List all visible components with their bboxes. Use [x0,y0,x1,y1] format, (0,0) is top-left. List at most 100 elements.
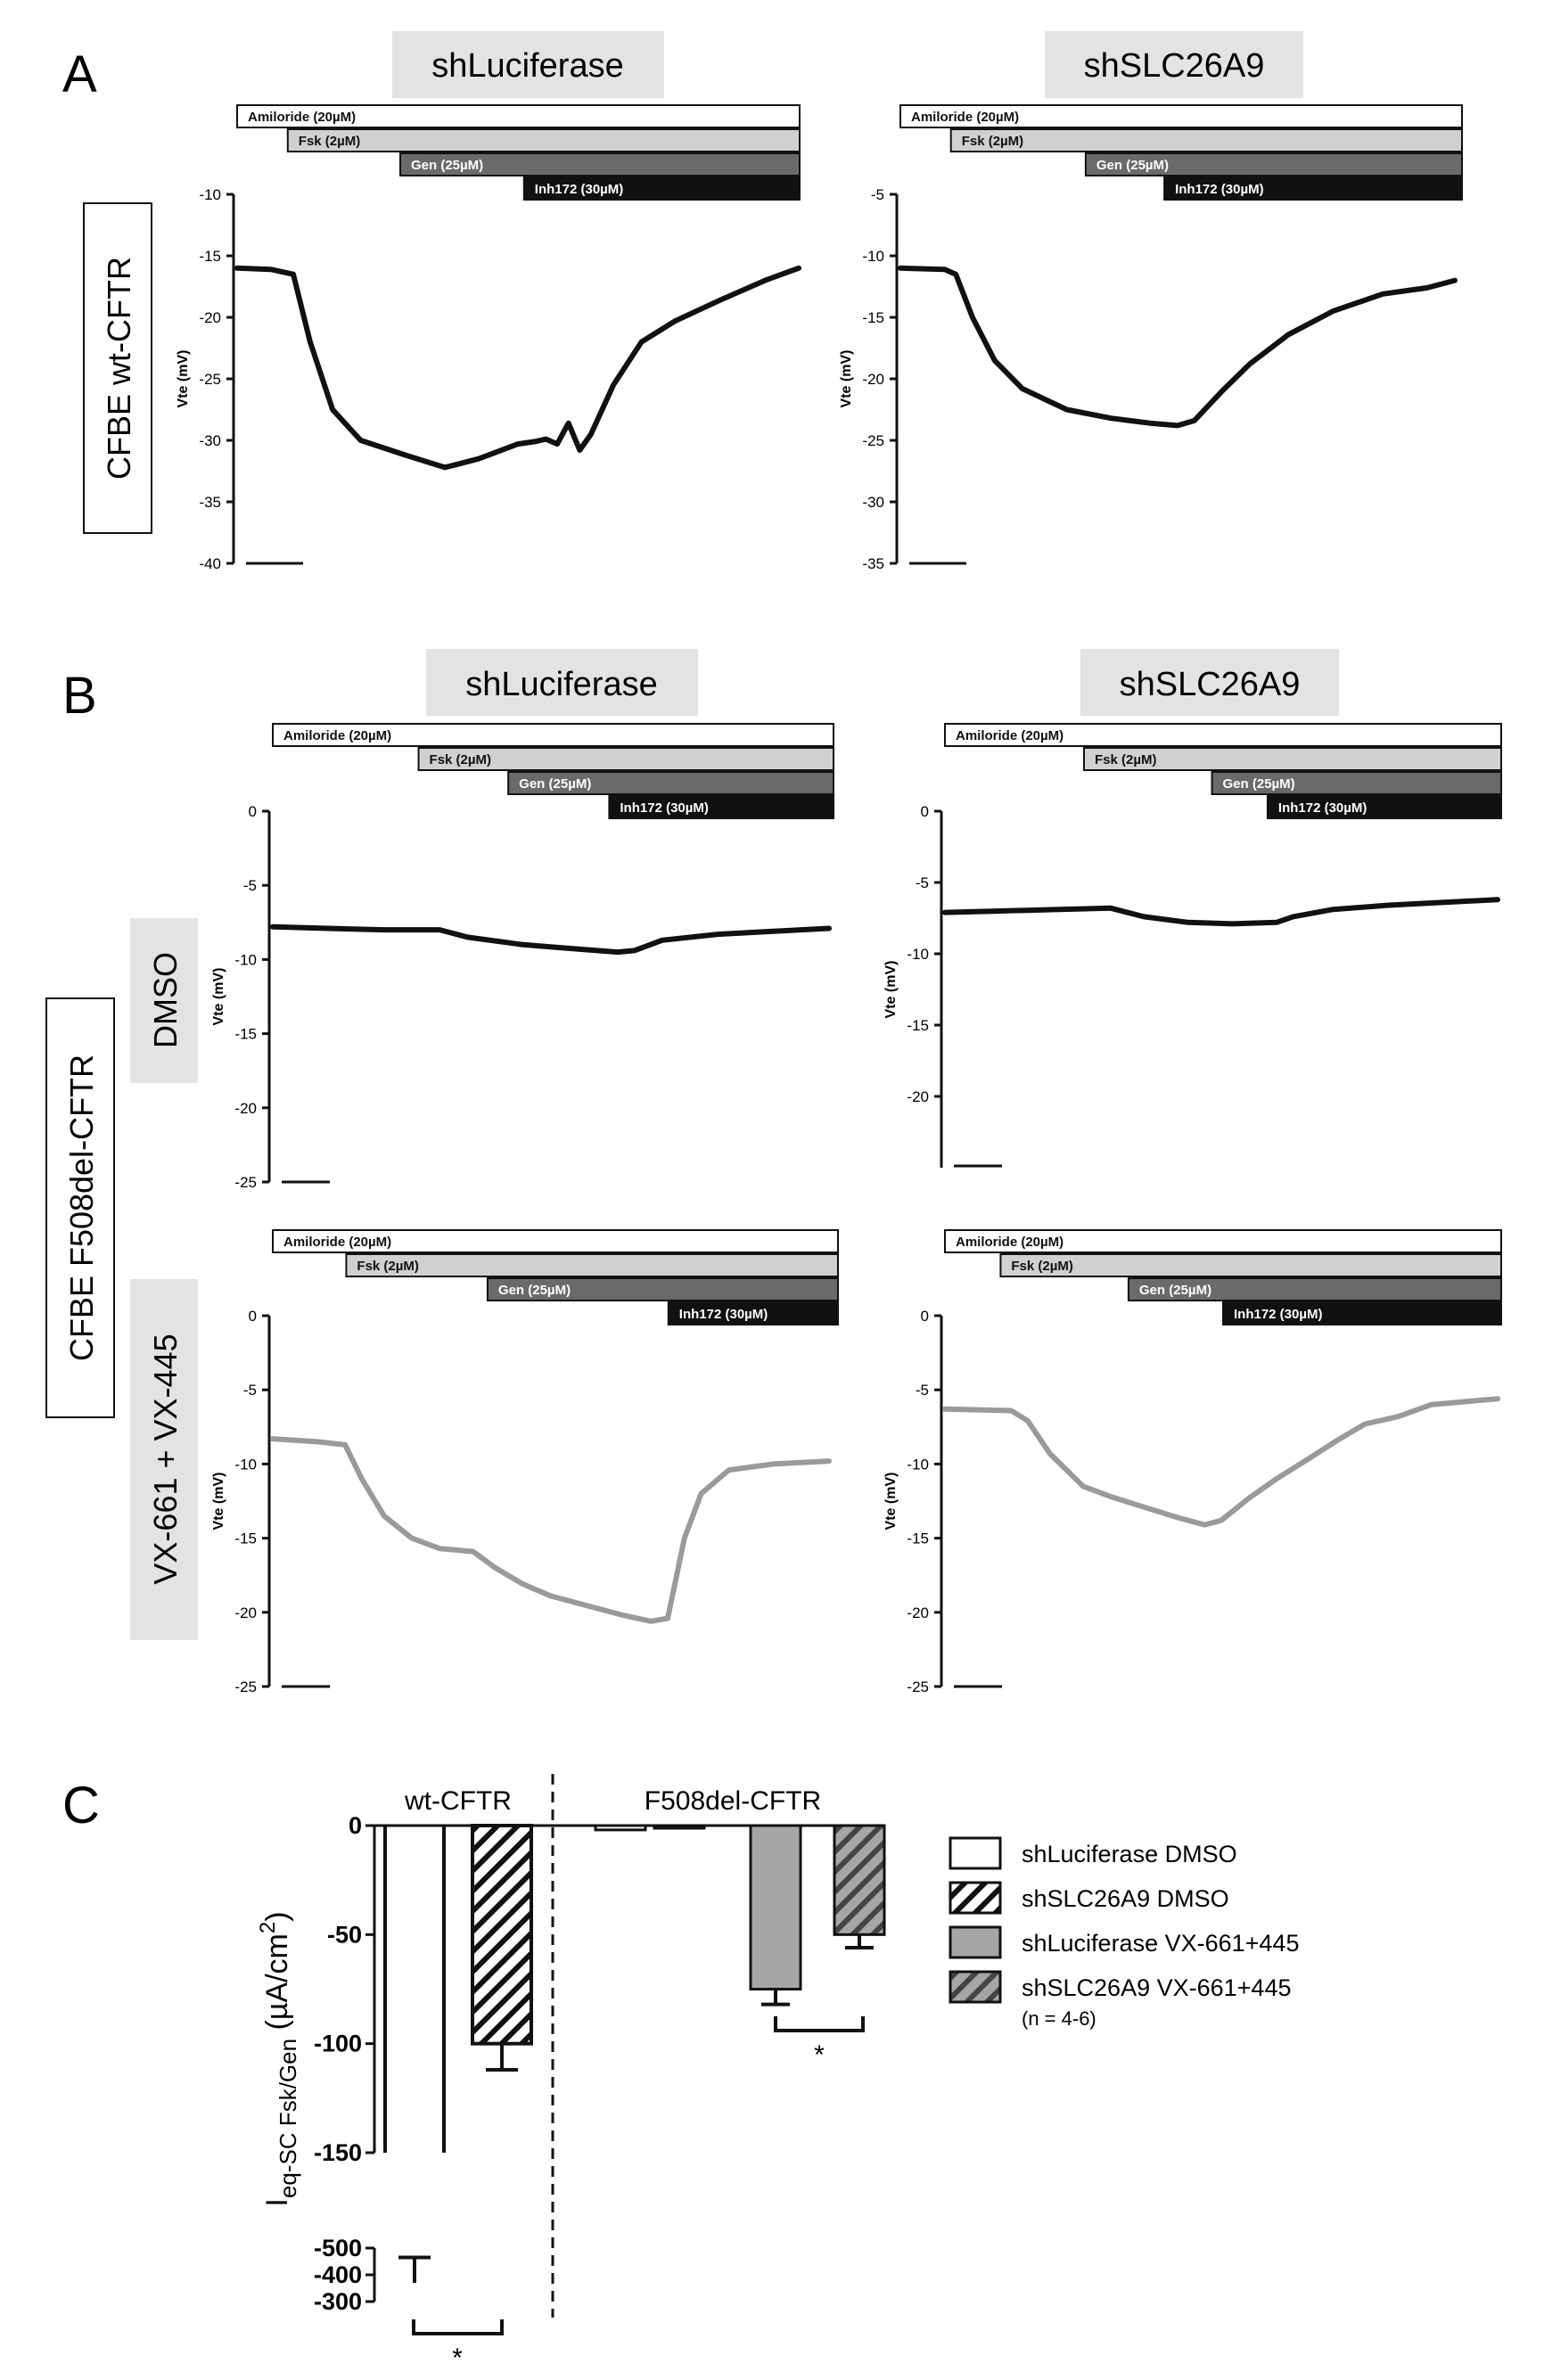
y-tick-label: -30 [199,432,221,449]
y-tick-label: -10 [234,1456,257,1473]
bar-f508del-0 [594,1824,647,1832]
vte-trace [270,923,832,956]
drug-bar-label: Inh172 (30µM) [620,800,709,816]
drug-bar-label: Amiloride (20µM) [911,110,1019,125]
y-tick-label: -300 [314,2288,362,2315]
y-tick-label: -25 [862,432,884,449]
y-tick-label: -10 [199,186,221,203]
drug-bar [1163,176,1463,201]
legend: shLuciferase DMSO shSLC26A9 DMSO shLucifer… [949,1836,1299,2030]
drug-bar-label: Fsk (2µM) [430,752,492,767]
y-tick-label: -15 [234,1531,257,1547]
y-axis-label: Vte (mV) [839,350,854,408]
y-tick-label: -15 [234,1026,257,1043]
y-tick-label: -10 [234,951,257,968]
drug-bar-label: Amiloride (20µM) [283,1235,391,1250]
y-tick-label: -10 [907,946,929,963]
drug-bar-label: Gen (25µM) [498,1283,571,1298]
row-label-vx: VX-661 + VX-445 [147,1334,184,1584]
group-label-wt: wt-CFTR [404,1786,512,1816]
row-label-b: CFBE F508del-CFTR [63,1055,100,1361]
drug-bar [272,723,834,747]
legend-swatch [949,1836,1002,1870]
drug-bar [944,1229,1502,1253]
y-axis-label: Ieq-SC Fsk/Gen (µA/cm2) [256,1911,301,2206]
bar-chart-c: 0 -50 -100 -150 -300-400-500 Ieq-SC Fsk/Gen (… [256,1774,1299,2373]
y-axis-label: Vte (mV) [883,961,899,1019]
header-b-left-bg [426,649,698,716]
drug-bar [1266,795,1503,819]
y-tick-label: 0 [249,803,257,820]
drug-bar-label: Gen (25µM) [1096,158,1169,173]
header-a-right-bg [1045,31,1303,98]
drug-bar [899,104,1463,128]
bar-f508del-1 [653,1824,706,1830]
trace-chart-b2: Amiloride (20µM) Fsk (2µM) Gen (25µM) Inh17… [883,723,1503,1168]
drug-bar [1222,1301,1502,1325]
y-tick-label: -400 [314,2261,362,2288]
legend-label: shSLC26A9 DMSO [1022,1885,1229,1912]
vte-trace [234,265,801,471]
y-axis-label: Vte (mV) [211,1473,226,1531]
y-tick-label: -5 [243,877,257,894]
header-b-right: shSLC26A9 [1120,666,1301,703]
drug-bar [608,795,835,819]
significance-bracket [412,2319,504,2335]
y-tick-label: -25 [907,1678,929,1695]
header-a-left: shLuciferase [431,47,623,85]
y-label-sub: eq-SC Fsk/Gen [275,2039,301,2198]
y-tick-label: -10 [862,248,884,265]
legend-swatch [949,1881,1002,1915]
trace-chart-a2: Amiloride (20µM) Fsk (2µM) Gen (25µM) Inh17… [839,104,1464,572]
row-label-dmso-bg [130,918,198,1083]
bar-wt-shslc-dmso [471,1824,533,2046]
n-note: (n = 4-6) [1022,2007,1096,2030]
y-tick-label: -5 [871,186,884,203]
header-b-left: shLuciferase [465,666,657,703]
legend-label: shLuciferase DMSO [1022,1841,1237,1867]
row-label-vx-bg [130,1279,198,1640]
y-axis-label: Vte (mV) [883,1473,899,1531]
y-tick-label: -25 [234,1678,257,1695]
drug-bar [1084,152,1464,176]
row-label-dmso: DMSO [147,952,184,1048]
y-tick-label: -25 [234,1174,257,1191]
drug-bar-label: Amiloride (20µM) [248,110,356,125]
y-label-sup: 2 [256,1922,280,1933]
trace-chart-b3: Amiloride (20µM) Fsk (2µM) Gen (25µM) Inh17… [211,1229,840,1695]
y-tick-label: -50 [327,1921,362,1948]
y-tick-label: -15 [907,1531,929,1547]
y-tick-label: -15 [199,248,221,265]
y-axis-label: Vte (mV) [211,968,226,1026]
y-tick-label: -40 [199,555,221,572]
drug-bar [486,1277,839,1301]
y-tick-label: 0 [921,803,929,820]
y-tick-label: -20 [234,1604,257,1621]
y-tick-label: -150 [314,2139,362,2166]
bar-f508del-3 [833,1824,886,1936]
y-tick-label: -15 [907,1017,929,1034]
drug-bar-label: Gen (25µM) [1223,776,1295,792]
y-label-main: I [260,2198,294,2206]
drug-bar [522,176,801,201]
group-label-f508del: F508del-CFTR [645,1786,821,1816]
drug-bar-label: Amiloride (20µM) [956,1235,1064,1250]
trace-chart-b4: Amiloride (20µM) Fsk (2µM) Gen (25µM) Inh17… [883,1229,1503,1695]
y-label-unit: (µA/cm [260,1933,294,2039]
drug-bar [272,1229,839,1253]
drug-bar [398,152,801,176]
vte-trace [942,897,1500,927]
drug-bar-label: Fsk (2µM) [1011,1259,1073,1274]
drug-bar [286,128,801,152]
row-label-b-box [45,997,115,1418]
drug-bar-label: Gen (25µM) [411,158,483,173]
y-tick-label: -100 [314,2031,362,2057]
drug-bar [667,1301,839,1325]
drug-bar [1211,771,1503,795]
drug-bar [1083,747,1502,771]
legend-swatch [949,1970,1002,2004]
header-a-right: shSLC26A9 [1084,47,1265,85]
y-tick-label: -20 [907,1604,929,1621]
vte-trace [942,1396,1500,1528]
vte-trace [898,265,1458,429]
